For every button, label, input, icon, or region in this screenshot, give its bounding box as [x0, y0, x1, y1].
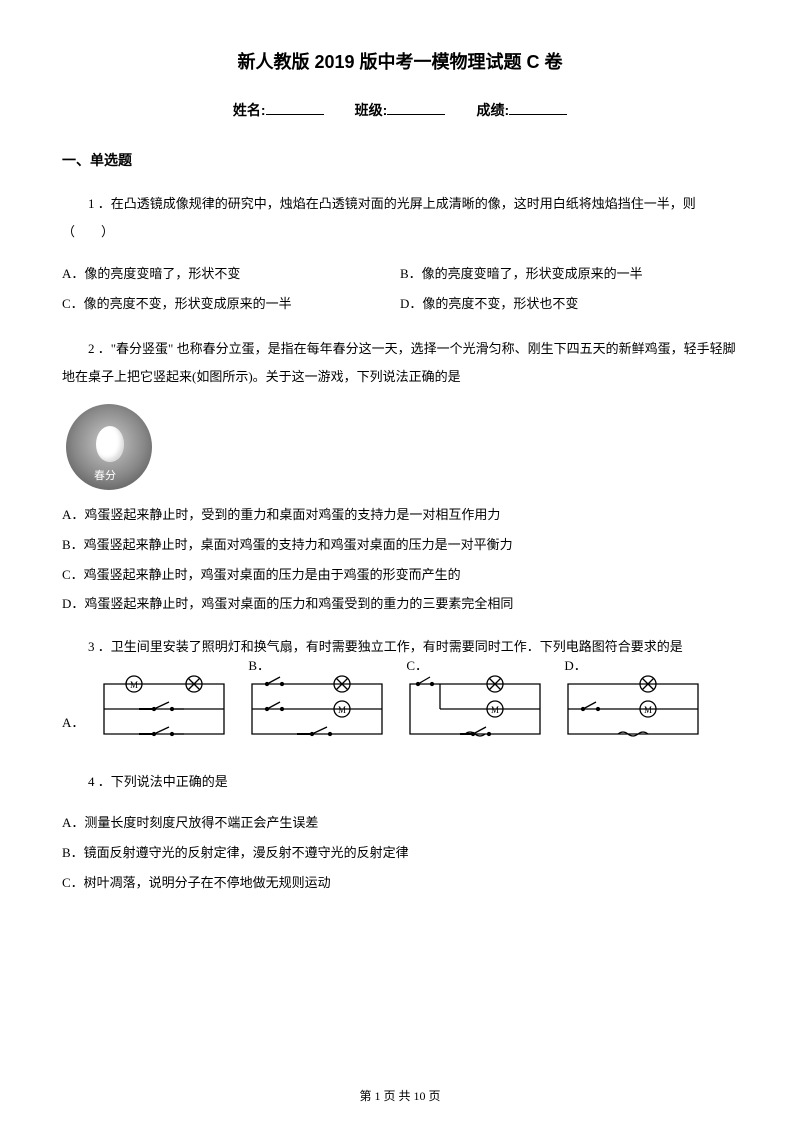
- header-fields: 姓名: 班级: 成绩:: [62, 99, 738, 121]
- q2-opt-a: A．鸡蛋竖起来静止时，受到的重力和桌面对鸡蛋的支持力是一对相互作用力: [62, 500, 738, 530]
- footer-prefix: 第: [359, 1089, 374, 1103]
- egg-caption: 春分: [94, 468, 116, 486]
- q4-options: A．测量长度时刻度尺放得不端正会产生误差 B．镜面反射遵守光的反射定律，漫反射不…: [62, 808, 738, 898]
- q1-opt-d: D．像的亮度不变，形状也不变: [400, 289, 738, 319]
- page-footer: 第 1 页 共 10 页: [0, 1087, 800, 1106]
- q3-circuit-b: B． M: [242, 674, 392, 744]
- footer-mid: 页 共: [380, 1089, 413, 1103]
- q1-opt-b: B．像的亮度变暗了，形状变成原来的一半: [400, 259, 738, 289]
- q3-circuit-c: C． M: [400, 674, 550, 744]
- footer-suffix: 页: [426, 1089, 441, 1103]
- class-blank: [387, 101, 445, 115]
- svg-text:M: M: [644, 705, 652, 715]
- q4-opt-c: C．树叶凋落，说明分子在不停地做无规则运动: [62, 868, 738, 898]
- q3-stem: 3 ．卫生间里安装了照明灯和换气扇，有时需要独立工作，有时需要同时工作．下列电路…: [62, 633, 738, 662]
- class-label: 班级:: [355, 102, 388, 118]
- page-title: 新人教版 2019 版中考一模物理试题 C 卷: [62, 48, 738, 77]
- q1-opt-a: A．像的亮度变暗了，形状不变: [62, 259, 400, 289]
- section-heading-1: 一、单选题: [62, 149, 738, 171]
- score-blank: [509, 101, 567, 115]
- q3-circuits: A． M B． M: [62, 674, 738, 744]
- q2-opt-b: B．鸡蛋竖起来静止时，桌面对鸡蛋的支持力和鸡蛋对桌面的压力是一对平衡力: [62, 530, 738, 560]
- q4-opt-a: A．测量长度时刻度尺放得不端正会产生误差: [62, 808, 738, 838]
- q2-stem: 2 ．"春分竖蛋" 也称春分立蛋，是指在每年春分这一天，选择一个光滑匀称、刚生下…: [62, 335, 738, 392]
- q1-opt-c: C．像的亮度不变，形状变成原来的一半: [62, 289, 400, 319]
- q3-label-a: A．: [62, 713, 84, 734]
- name-blank: [266, 101, 324, 115]
- score-label: 成绩:: [476, 102, 509, 118]
- q2-figure-egg: 春分: [66, 404, 152, 490]
- q2-options: A．鸡蛋竖起来静止时，受到的重力和桌面对鸡蛋的支持力是一对相互作用力 B．鸡蛋竖…: [62, 500, 738, 620]
- q3-circuit-a: M: [94, 674, 234, 744]
- q1-options: A．像的亮度变暗了，形状不变 B．像的亮度变暗了，形状变成原来的一半 C．像的亮…: [62, 259, 738, 319]
- q1-stem: 1 ．在凸透镜成像规律的研究中，烛焰在凸透镜对面的光屏上成清晰的像，这时用白纸将…: [62, 190, 738, 247]
- q3-label-b: B．: [248, 656, 270, 677]
- q3-circuit-d: D． M: [558, 674, 708, 744]
- q2-opt-d: D．鸡蛋竖起来静止时，鸡蛋对桌面的压力和鸡蛋受到的重力的三要素完全相同: [62, 589, 738, 619]
- egg-icon: [96, 426, 124, 462]
- footer-total: 10: [414, 1089, 426, 1103]
- q2-opt-c: C．鸡蛋竖起来静止时，鸡蛋对桌面的压力是由于鸡蛋的形变而产生的: [62, 560, 738, 590]
- q4-opt-b: B．镜面反射遵守光的反射定律，漫反射不遵守光的反射定律: [62, 838, 738, 868]
- q4-stem: 4 ．下列说法中正确的是: [62, 768, 738, 797]
- name-label: 姓名:: [233, 102, 266, 118]
- svg-text:M: M: [491, 705, 499, 715]
- svg-text:M: M: [130, 680, 138, 690]
- q3-label-c: C．: [406, 656, 428, 677]
- svg-text:M: M: [338, 705, 346, 715]
- q3-label-d: D．: [564, 656, 586, 677]
